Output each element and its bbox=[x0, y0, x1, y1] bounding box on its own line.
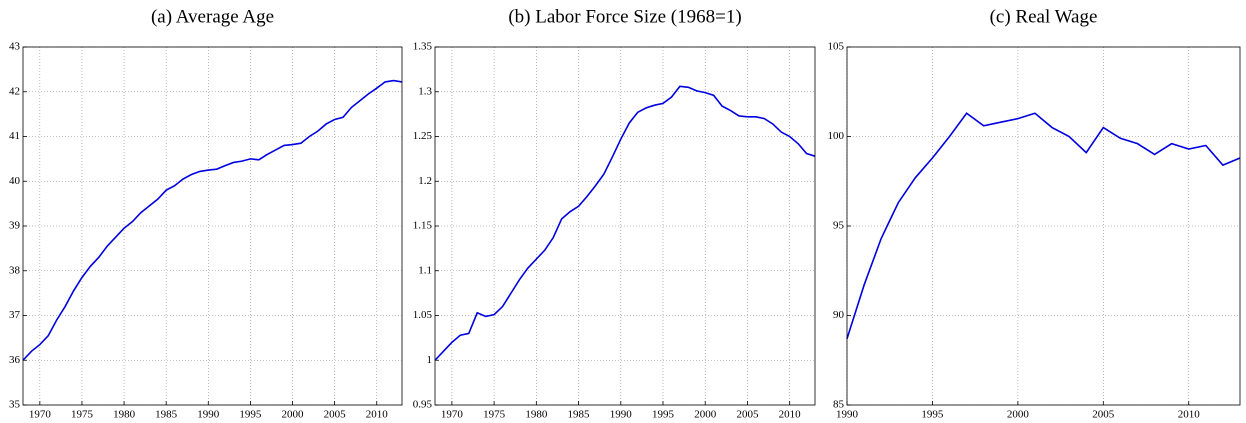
y-tick-label: 43 bbox=[9, 41, 21, 53]
x-tick-label: 1980 bbox=[525, 409, 548, 421]
y-tick-label: 35 bbox=[9, 399, 21, 411]
x-tick-label: 2010 bbox=[779, 409, 802, 421]
y-tick-label: 1.25 bbox=[413, 130, 433, 142]
x-tick-label: 2005 bbox=[736, 409, 759, 421]
y-tick-label: 40 bbox=[9, 175, 21, 187]
x-tick-label: 1985 bbox=[568, 409, 591, 421]
chart-title: (b) Labor Force Size (1968=1) bbox=[508, 6, 741, 27]
y-tick-label: 1.2 bbox=[418, 175, 432, 187]
x-tick-label: 2010 bbox=[1178, 409, 1201, 421]
y-tick-label: 90 bbox=[833, 309, 845, 321]
plot-frame bbox=[846, 46, 1241, 406]
data-line bbox=[434, 85, 816, 361]
x-tick-label: 1990 bbox=[197, 409, 220, 421]
y-tick-label: 1.1 bbox=[418, 264, 432, 276]
y-tick-label: 38 bbox=[9, 264, 21, 276]
x-tick-label: 2010 bbox=[366, 409, 389, 421]
plot-frame bbox=[434, 46, 816, 406]
x-tick-label: 1995 bbox=[652, 409, 675, 421]
x-tick-label: 2000 bbox=[694, 409, 717, 421]
y-tick-label: 1 bbox=[427, 354, 433, 366]
x-tick-label: 1970 bbox=[441, 409, 464, 421]
y-tick-label: 1.3 bbox=[418, 85, 432, 97]
y-tick-label: 105 bbox=[828, 41, 845, 53]
x-tick-label: 1995 bbox=[239, 409, 262, 421]
x-tick-label: 2005 bbox=[324, 409, 347, 421]
x-tick-label: 1990 bbox=[610, 409, 633, 421]
y-tick-label: 1.05 bbox=[413, 309, 433, 321]
plot-frame bbox=[22, 46, 403, 406]
y-tick-label: 39 bbox=[9, 220, 21, 232]
chart-title: (a) Average Age bbox=[151, 6, 274, 27]
y-tick-label: 100 bbox=[828, 130, 845, 142]
y-tick-label: 37 bbox=[9, 309, 21, 321]
y-tick-label: 41 bbox=[9, 130, 20, 142]
y-tick-label: 42 bbox=[9, 85, 20, 97]
data-line bbox=[846, 112, 1241, 340]
x-tick-label: 1975 bbox=[483, 409, 506, 421]
y-tick-label: 95 bbox=[833, 220, 845, 232]
x-tick-label: 1975 bbox=[71, 409, 94, 421]
x-tick-label: 1980 bbox=[113, 409, 136, 421]
y-tick-label: 1.35 bbox=[413, 41, 433, 53]
x-tick-label: 1990 bbox=[836, 409, 859, 421]
y-tick-label: 1.15 bbox=[413, 220, 433, 232]
x-tick-label: 2000 bbox=[1007, 409, 1030, 421]
x-tick-label: 2000 bbox=[282, 409, 305, 421]
y-tick-label: 0.95 bbox=[413, 399, 433, 411]
data-line bbox=[22, 79, 403, 361]
chart-title: (c) Real Wage bbox=[990, 6, 1098, 27]
x-tick-label: 1985 bbox=[155, 409, 178, 421]
y-tick-label: 36 bbox=[9, 354, 21, 366]
x-tick-label: 1995 bbox=[921, 409, 944, 421]
y-tick-label: 85 bbox=[833, 399, 845, 411]
x-tick-label: 2005 bbox=[1092, 409, 1115, 421]
x-tick-label: 1970 bbox=[29, 409, 52, 421]
